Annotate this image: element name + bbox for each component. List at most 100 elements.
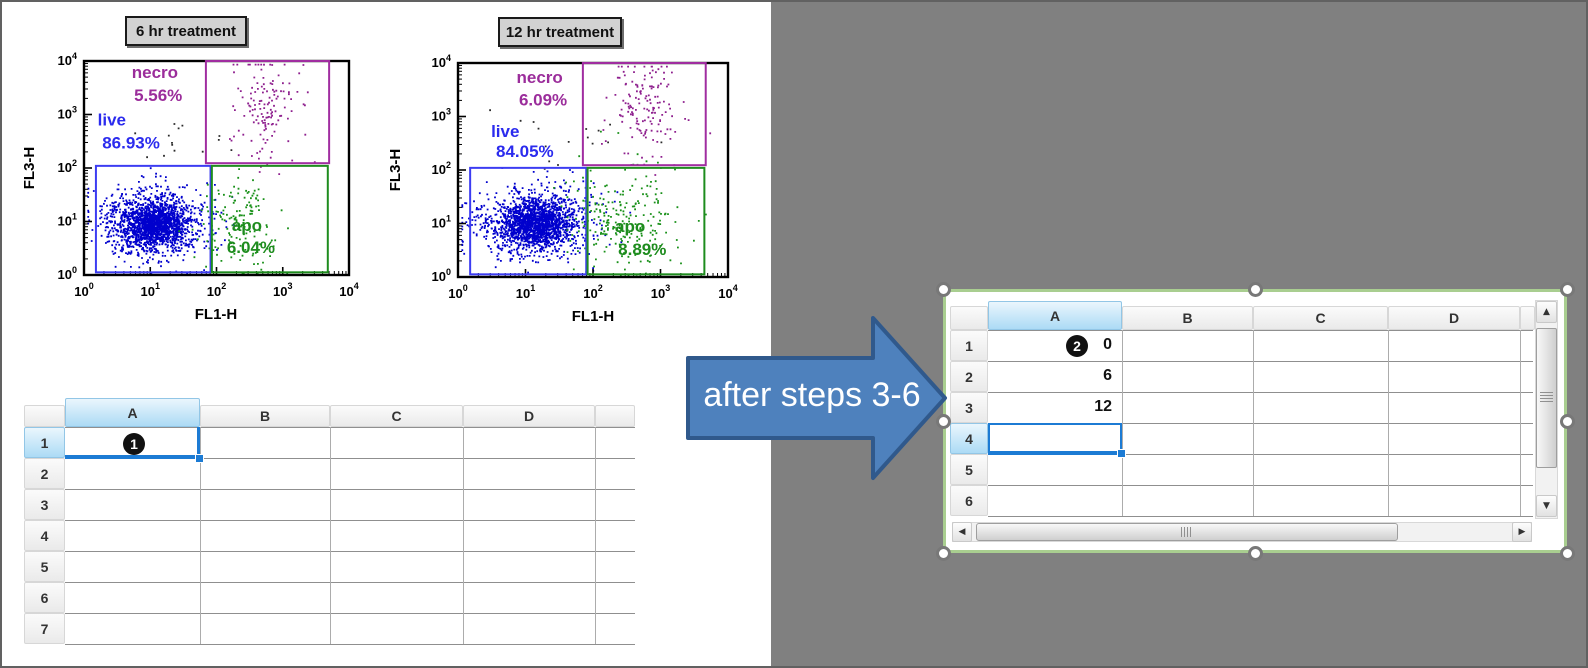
- row-header-2[interactable]: 2: [950, 361, 988, 392]
- column-header-stub[interactable]: [1520, 306, 1535, 330]
- grid-line-v: [463, 427, 464, 644]
- gate-label: 86.93%: [102, 134, 160, 153]
- column-header-B[interactable]: B: [1122, 306, 1253, 330]
- grid-line-h: [988, 516, 1533, 517]
- apo-gate: [210, 164, 329, 274]
- gate-label: necro: [517, 68, 563, 87]
- grid-line-h: [65, 582, 635, 583]
- fill-handle[interactable]: [1117, 449, 1126, 458]
- step-badge-1: 1: [123, 433, 145, 455]
- plot-1: 100100101101102102103103104104necro5.56%…: [58, 51, 359, 299]
- apo-gate: [586, 166, 706, 276]
- content-panel: [2, 2, 771, 666]
- grid-line-h: [65, 427, 635, 428]
- resize-handle[interactable]: [1247, 281, 1263, 297]
- resize-handle[interactable]: [1559, 545, 1575, 561]
- grid-line-h: [988, 392, 1533, 393]
- row-header-6[interactable]: 6: [950, 485, 988, 516]
- thumb-grip: [1540, 392, 1553, 403]
- gate-label: live: [491, 122, 519, 141]
- row-header-6[interactable]: 6: [24, 582, 65, 613]
- gate-label: 84.05%: [496, 142, 554, 161]
- scroll-down-button[interactable]: ▼: [1536, 495, 1557, 517]
- grid-line-h: [988, 330, 1533, 331]
- gate-label: 6.04%: [227, 238, 275, 257]
- gate-label: live: [98, 111, 126, 130]
- scroll-right-button[interactable]: ▶: [1512, 522, 1532, 542]
- live-gate: [94, 164, 212, 274]
- corner-header[interactable]: [950, 306, 988, 330]
- arrow-shape: [686, 316, 947, 480]
- column-header-D[interactable]: D: [463, 405, 595, 427]
- row-header-1[interactable]: 1: [950, 330, 988, 361]
- grid-line-h: [65, 458, 635, 459]
- arrow-label: after steps 3-6: [703, 376, 921, 414]
- column-header-B[interactable]: B: [200, 405, 330, 427]
- resize-handle[interactable]: [935, 281, 951, 297]
- fill-handle[interactable]: [195, 454, 204, 463]
- live-core-dots: [479, 192, 588, 262]
- necro-gate: [581, 62, 707, 167]
- selected-cell-border: [65, 455, 200, 459]
- resize-handle[interactable]: [935, 545, 951, 561]
- step-badge-2: 2: [1066, 335, 1088, 357]
- gate-label: apo: [615, 217, 645, 236]
- row-header-1[interactable]: 1: [24, 427, 65, 458]
- grid-line-v: [330, 427, 331, 644]
- live-gate: [469, 166, 588, 276]
- grid-line-h: [65, 551, 635, 552]
- cell-value-A2[interactable]: 6: [1103, 367, 1112, 384]
- resize-handle[interactable]: [1247, 545, 1263, 561]
- scroll-up-button[interactable]: ▲: [1536, 301, 1557, 323]
- grid-line-h: [988, 423, 1533, 424]
- grid-line-h: [65, 613, 635, 614]
- grid-line-h: [988, 454, 1533, 455]
- row-header-3[interactable]: 3: [24, 489, 65, 520]
- gate-label: necro: [132, 63, 178, 82]
- grid-line-v: [200, 427, 201, 644]
- column-header-A[interactable]: A: [988, 301, 1122, 330]
- row-header-7[interactable]: 7: [24, 613, 65, 644]
- cell-value-A3[interactable]: 12: [1094, 398, 1112, 415]
- grid-line-v: [595, 427, 596, 644]
- grid-line-h: [65, 520, 635, 521]
- column-header-C[interactable]: C: [330, 405, 463, 427]
- apo-cells-dots: [178, 168, 289, 275]
- plot-title-12hr: 12 hr treatment: [498, 17, 622, 47]
- plot-2: 100100101101102102103103104104necro6.09%…: [432, 53, 738, 301]
- gate-label: 6.09%: [519, 90, 567, 109]
- column-header-D[interactable]: D: [1388, 306, 1520, 330]
- grid-line-v: [1253, 330, 1254, 516]
- row-header-4[interactable]: 4: [24, 520, 65, 551]
- grid-line-h: [988, 485, 1533, 486]
- selected-cell-border: [197, 427, 200, 458]
- cell-value-A1[interactable]: 0: [1103, 336, 1112, 353]
- resize-handle[interactable]: [1559, 413, 1575, 429]
- resize-handle[interactable]: [1559, 281, 1575, 297]
- row-header-4[interactable]: 4: [950, 423, 988, 454]
- row-header-5[interactable]: 5: [950, 454, 988, 485]
- grid-line-v: [1388, 330, 1389, 516]
- gate-label: 8.89%: [618, 240, 666, 259]
- column-header-stub[interactable]: [595, 405, 635, 427]
- grid-line-h: [65, 644, 635, 645]
- row-header-2[interactable]: 2: [24, 458, 65, 489]
- corner-header[interactable]: [24, 405, 65, 427]
- grid-line-h: [988, 361, 1533, 362]
- selected-cell-border: [988, 451, 1122, 455]
- column-header-C[interactable]: C: [1253, 306, 1388, 330]
- scroll-left-button[interactable]: ◀: [952, 522, 972, 542]
- resize-handle[interactable]: [935, 413, 951, 429]
- x-axis-label-plot1: FL1-H: [194, 306, 238, 323]
- row-header-3[interactable]: 3: [950, 392, 988, 423]
- necro-cells-dots: [229, 63, 316, 176]
- row-header-5[interactable]: 5: [24, 551, 65, 582]
- live-core-dots: [105, 183, 202, 263]
- plot-title-6hr: 6 hr treatment: [125, 16, 247, 46]
- necro-cells-dots: [601, 65, 712, 176]
- necro-gate: [204, 60, 331, 165]
- column-header-A[interactable]: A: [65, 398, 200, 427]
